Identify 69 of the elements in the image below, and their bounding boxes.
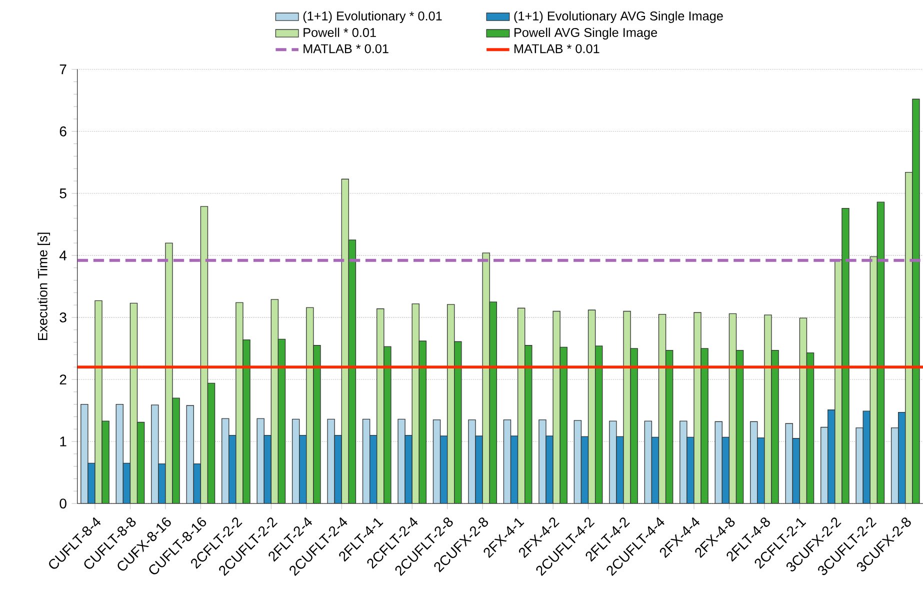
bar <box>369 435 378 504</box>
bar <box>722 437 730 504</box>
legend-label: MATLAB * 0.01 <box>304 44 388 54</box>
bar <box>228 435 236 504</box>
bar <box>862 410 870 504</box>
bar <box>362 419 370 504</box>
bar <box>630 348 638 504</box>
bar <box>418 340 427 504</box>
legend-label: Powell AVG Single Image <box>514 28 658 40</box>
bar <box>574 420 582 504</box>
y-tick-label: 1 <box>60 436 66 447</box>
legend-label: (1+1) Evolutionary * 0.01 <box>303 11 442 24</box>
bar <box>158 464 166 504</box>
y-tick-label: 7 <box>60 64 66 74</box>
bar <box>503 420 512 504</box>
bar <box>665 350 674 504</box>
bar <box>80 404 88 504</box>
bar <box>116 404 124 504</box>
bar <box>785 423 793 504</box>
y-tick-label: 6 <box>60 126 66 137</box>
bar <box>644 420 652 504</box>
bar <box>876 202 885 504</box>
bar <box>714 422 723 504</box>
bar <box>334 435 342 504</box>
bar <box>432 420 441 504</box>
bar <box>489 302 497 504</box>
bar <box>510 436 518 504</box>
bar <box>594 346 603 504</box>
bar <box>580 436 589 504</box>
bar <box>292 419 300 504</box>
bar <box>454 342 462 504</box>
bar <box>440 436 448 504</box>
bar <box>828 410 836 504</box>
legend-label: MATLAB * 0.01 <box>514 44 600 54</box>
bar <box>136 422 145 504</box>
bar <box>757 438 765 504</box>
bar <box>792 438 800 504</box>
bar <box>186 405 194 504</box>
bar <box>221 418 230 504</box>
y-tick-label: 3 <box>60 312 66 323</box>
bar <box>299 435 307 504</box>
bar <box>256 418 264 504</box>
bar <box>278 339 286 504</box>
bar <box>651 437 660 504</box>
bar <box>820 427 828 504</box>
bar <box>207 383 216 504</box>
bar <box>750 422 758 504</box>
bar <box>384 346 392 504</box>
bar <box>348 240 356 504</box>
y-tick-label: 2 <box>60 374 66 385</box>
bar <box>560 347 568 504</box>
y-tick-label: 4 <box>59 250 67 260</box>
y-axis-title: Execution Time [s] <box>38 233 50 340</box>
bar <box>122 463 131 504</box>
legend-label: Powell * 0.01 <box>304 28 376 38</box>
legend-label: (1+1) Evolutionary AVG Single Image <box>514 11 723 24</box>
y-tick-label: 0 <box>60 498 66 509</box>
bar <box>151 404 159 504</box>
bar <box>856 428 864 504</box>
bar <box>680 420 688 504</box>
bar <box>264 435 272 504</box>
bar <box>404 435 412 504</box>
y-tick-label: 5 <box>60 188 66 199</box>
bar <box>806 352 814 504</box>
bar <box>890 428 899 504</box>
bar <box>524 345 532 504</box>
bar <box>736 350 744 504</box>
bar <box>193 464 202 504</box>
bar <box>898 412 906 504</box>
